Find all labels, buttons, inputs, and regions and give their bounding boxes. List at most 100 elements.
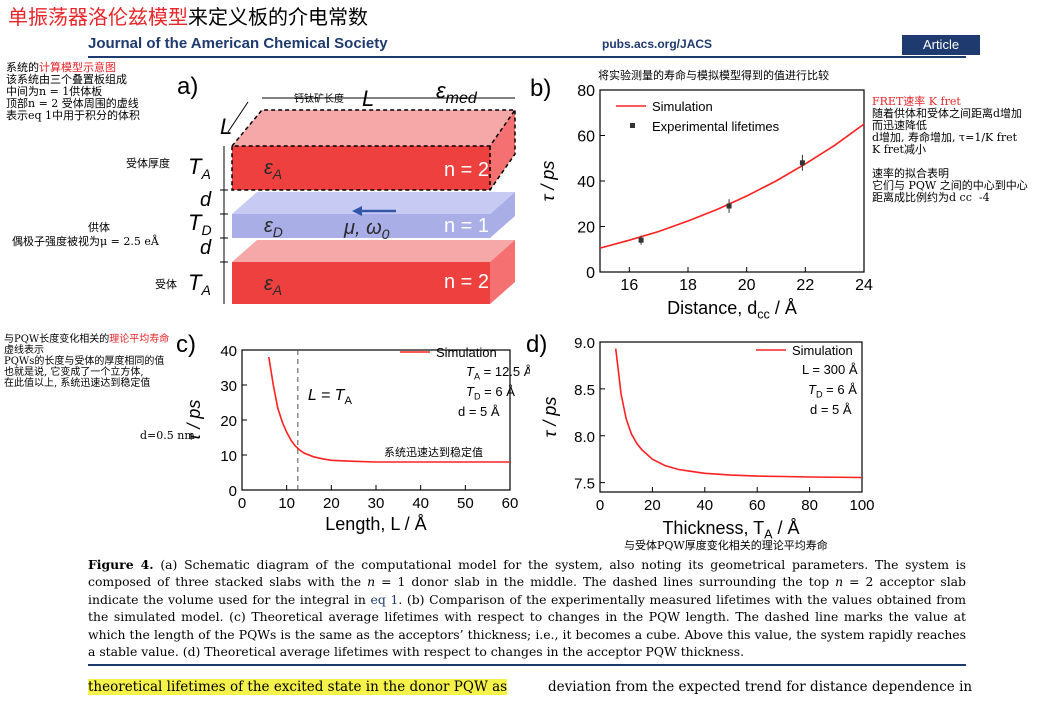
note-c-left: 与PQW长度变化相关的理论平均寿命 虚线表示 PQWs的长度与受体的厚度相同的值… [4, 334, 169, 389]
plot-frame [599, 341, 863, 493]
x-tick-label: 0 [596, 497, 604, 514]
y-tick-label: 40 [220, 343, 237, 360]
title-rest: 来定义板的介电常数 [188, 5, 368, 29]
highlighted-text[interactable]: theoretical lifetimes of the excited sta… [88, 679, 508, 695]
label-epsD: εD [264, 215, 283, 240]
eq-link[interactable]: eq 1 [370, 591, 399, 607]
legend-label: Simulation [652, 99, 713, 114]
note-a-left: 系统的计算模型示意图 该系统由三个叠置板组成 中间为n = 1供体板 顶部n =… [6, 62, 140, 122]
caption-t1: (a) Schematic diagram of the computation… [88, 557, 966, 590]
header-rule [88, 56, 966, 58]
caption-n1: n [367, 574, 376, 590]
acceptor-slab-bottom [232, 262, 490, 304]
note-perovskite-length: 钙钛矿长度 [294, 94, 344, 105]
x-axis-label: Distance, dcc / Å [667, 298, 797, 322]
x-tick-label: 100 [849, 497, 874, 514]
y-axis-label: τ / ps [538, 161, 558, 202]
note-b-right: FRET速率 K fret 随着供体和受体之间距离d增加 而迅速降低 d增加, … [872, 96, 1028, 204]
L-side-bracket [227, 101, 249, 133]
x-tick-label: 50 [457, 495, 474, 512]
y-tick-label: 0 [229, 483, 237, 500]
series-line [599, 123, 865, 249]
note-acceptor-thickness: 受体厚度 [126, 157, 170, 170]
x-tick-label: 80 [801, 497, 818, 514]
label-L-side: L [220, 114, 232, 139]
dipole-arrow-head [352, 206, 362, 216]
note-b-red: FRET速率 K fret [872, 95, 961, 108]
y-tick-label: 20 [220, 413, 237, 430]
y-axis-label: τ / ps [184, 400, 204, 441]
slab-top-side [490, 110, 515, 190]
y-tick-label: 8.0 [574, 429, 595, 446]
x-tick-label: 22 [796, 277, 814, 294]
y-tick-label: 8.5 [574, 382, 595, 399]
x-axis-label: Thickness, TA / Å [662, 518, 799, 542]
label-epsA-top: εA [264, 157, 282, 182]
note-a-text: 系统的 [6, 61, 39, 74]
caption-rule [88, 664, 966, 666]
y-tick-label: 7.5 [574, 476, 595, 493]
param-TD: TD = 6 Å [808, 382, 857, 399]
slab-bot-face [232, 240, 515, 262]
plot-frame [599, 89, 865, 273]
caption-t3: = 2 acceptor slab indicate the volume us… [88, 574, 966, 607]
note-d-bottom: 与受体PQW厚度变化相关的理论平均寿命 [624, 539, 828, 552]
caption-fig: Figure 4. [88, 557, 154, 572]
legend-label: Simulation [792, 343, 853, 358]
journal-name[interactable]: Journal of the American Chemical Society [88, 35, 388, 52]
x-tick-label: 24 [855, 277, 873, 294]
y-tick-label: 60 [577, 129, 595, 146]
x-tick-label: 10 [278, 495, 295, 512]
series-line [268, 356, 510, 463]
x-tick-label: 0 [238, 495, 246, 512]
title-highlight: 单振荡器洛伦兹模型 [8, 5, 188, 29]
param-TD: TD = 6 Å [466, 384, 515, 401]
param-TA: TA = 12.5 Å [466, 364, 530, 381]
legend-label: Experimental lifetimes [652, 119, 780, 134]
label-n-top: n = 2 [444, 159, 489, 181]
data-point [799, 160, 805, 166]
y-tick-label: 9.0 [574, 335, 595, 352]
label-TD: TD [188, 210, 212, 238]
x-tick-label: 18 [679, 277, 697, 294]
note-a-red: 计算模型示意图 [39, 61, 116, 74]
label-n-mid: n = 1 [444, 215, 489, 237]
label-TA-top: TA [188, 154, 211, 182]
x-tick-label: 20 [738, 277, 756, 294]
panel-d-letter: d) [526, 331, 547, 358]
caption-n2: n [835, 574, 844, 590]
y-tick-label: 40 [577, 174, 595, 191]
series-line [614, 348, 863, 479]
acceptor-slab-top [232, 146, 490, 190]
note-c-text: 与PQW长度变化相关的 [4, 334, 110, 345]
panel-a-schematic: a) L εmed L TA d TD d TA εA n = 2 εD μ, … [177, 73, 517, 304]
data-point [726, 203, 732, 209]
slab-bot-side [490, 240, 515, 304]
label-eps-med: εmed [436, 78, 478, 107]
journal-url[interactable]: pubs.acs.org/JACS [602, 37, 713, 51]
x-tick-label: 16 [620, 277, 638, 294]
data-point [638, 237, 644, 243]
chart-b: 16 18 20 22 24 0 20 40 60 80 τ / ps Distance, dcc /… [530, 75, 873, 322]
caption-t4: . (b) Comparison of the experimentally m… [88, 591, 967, 660]
y-tick-label: 0 [586, 265, 595, 282]
label-n-bot: n = 2 [444, 271, 489, 293]
page-title: 单振荡器洛伦兹模型来定义板的介电常数 [8, 4, 368, 30]
donor-slab-top [232, 192, 515, 214]
param-d: d = 5 Å [458, 404, 500, 419]
note-b-1: 随着供体和受体之间距离d增加 而迅速降低 d增加, 寿命增加, τ=1/K fr… [872, 107, 1023, 156]
panel-c-letter: c) [176, 331, 196, 358]
slab-top-face [232, 110, 515, 146]
body-text-left: theoretical lifetimes of the excited sta… [88, 678, 508, 696]
label-epsA-bot: εA [264, 273, 282, 298]
body-text-right: deviation from the expected trend for di… [548, 679, 973, 695]
note-donor: 供体 [88, 221, 110, 234]
panel-b-letter: b) [530, 75, 551, 102]
y-tick-label: 20 [577, 220, 595, 237]
chart-c: 0 10 20 30 40 50 60 0 10 20 30 40 τ / ps Length, L / … [176, 331, 530, 534]
x-tick-label: 40 [412, 495, 429, 512]
donor-slab [232, 192, 515, 238]
label-d-2: d [200, 237, 212, 259]
note-b-2: 速率的拟合表明 它们与 PQW 之间的中心到中心 距离成比例约为d cc -4 [872, 167, 1028, 204]
legend-label: Simulation [436, 345, 497, 360]
